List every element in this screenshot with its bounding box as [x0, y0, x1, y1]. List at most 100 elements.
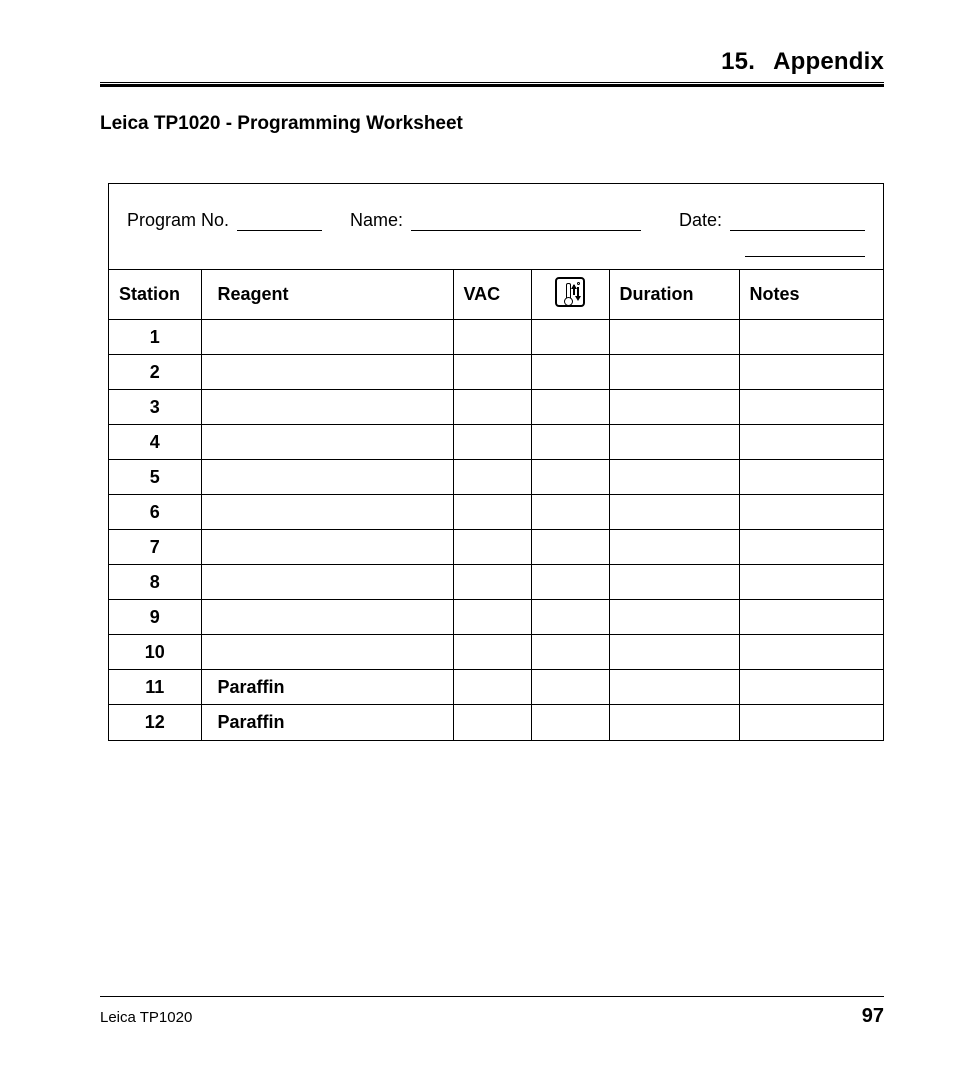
cell-vac[interactable]	[453, 705, 531, 740]
cell-vac[interactable]	[453, 635, 531, 670]
cell-notes[interactable]	[739, 565, 883, 600]
cell-station: 9	[109, 600, 201, 635]
cell-reagent[interactable]	[201, 355, 453, 390]
cell-vac[interactable]	[453, 425, 531, 460]
cell-notes[interactable]	[739, 600, 883, 635]
section-header: 15.Appendix	[100, 48, 884, 82]
cell-duration[interactable]	[609, 530, 739, 565]
cell-vac[interactable]	[453, 530, 531, 565]
col-reagent: Reagent	[201, 270, 453, 320]
name-blank[interactable]	[411, 217, 641, 231]
table-row: 10	[109, 635, 883, 670]
cell-icon[interactable]	[531, 355, 609, 390]
cell-vac[interactable]	[453, 460, 531, 495]
cell-vac[interactable]	[453, 320, 531, 355]
footer-product: Leica TP1020	[100, 1009, 192, 1026]
cell-notes[interactable]	[739, 355, 883, 390]
cell-icon[interactable]	[531, 600, 609, 635]
cell-duration[interactable]	[609, 460, 739, 495]
program-no-label: Program No.	[127, 210, 229, 231]
cell-icon[interactable]	[531, 390, 609, 425]
cell-station: 11	[109, 670, 201, 705]
cell-vac[interactable]	[453, 495, 531, 530]
cell-reagent[interactable]	[201, 600, 453, 635]
cell-station: 6	[109, 495, 201, 530]
cell-reagent[interactable]	[201, 530, 453, 565]
cell-reagent[interactable]	[201, 390, 453, 425]
cell-station: 10	[109, 635, 201, 670]
worksheet-table: Station Reagent VAC Duration Notes	[109, 269, 883, 740]
table-row: 4	[109, 425, 883, 460]
table-row: 11Paraffin	[109, 670, 883, 705]
cell-notes[interactable]	[739, 670, 883, 705]
footer-rule	[100, 996, 884, 997]
cell-icon[interactable]	[531, 530, 609, 565]
col-duration: Duration	[609, 270, 739, 320]
table-row: 2	[109, 355, 883, 390]
cell-reagent: Paraffin	[201, 705, 453, 740]
cell-station: 3	[109, 390, 201, 425]
col-notes: Notes	[739, 270, 883, 320]
cell-icon[interactable]	[531, 670, 609, 705]
table-row: 5	[109, 460, 883, 495]
cell-station: 1	[109, 320, 201, 355]
cell-icon[interactable]	[531, 565, 609, 600]
header-rule	[100, 82, 884, 87]
cell-duration[interactable]	[609, 565, 739, 600]
date-field: Date:	[679, 210, 865, 231]
cell-duration[interactable]	[609, 425, 739, 460]
cell-duration[interactable]	[609, 320, 739, 355]
cell-icon[interactable]	[531, 460, 609, 495]
cell-notes[interactable]	[739, 705, 883, 740]
cell-vac[interactable]	[453, 600, 531, 635]
cell-duration[interactable]	[609, 355, 739, 390]
cell-notes[interactable]	[739, 460, 883, 495]
cell-duration[interactable]	[609, 635, 739, 670]
section-title: Appendix	[773, 48, 884, 75]
cell-reagent[interactable]	[201, 495, 453, 530]
cell-vac[interactable]	[453, 670, 531, 705]
cell-notes[interactable]	[739, 495, 883, 530]
cell-notes[interactable]	[739, 320, 883, 355]
cell-duration[interactable]	[609, 670, 739, 705]
cell-notes[interactable]	[739, 530, 883, 565]
table-row: 9	[109, 600, 883, 635]
cell-reagent[interactable]	[201, 320, 453, 355]
page-footer: Leica TP1020 97	[100, 996, 884, 1028]
table-row: 7	[109, 530, 883, 565]
cell-reagent[interactable]	[201, 425, 453, 460]
cell-notes[interactable]	[739, 425, 883, 460]
cell-icon[interactable]	[531, 705, 609, 740]
col-station: Station	[109, 270, 201, 320]
worksheet-title: Leica TP1020 - Programming Worksheet	[100, 113, 884, 135]
cell-notes[interactable]	[739, 635, 883, 670]
cell-duration[interactable]	[609, 600, 739, 635]
col-icon	[531, 270, 609, 320]
program-no-blank[interactable]	[237, 217, 322, 231]
table-row: 12Paraffin	[109, 705, 883, 740]
cell-vac[interactable]	[453, 565, 531, 600]
extra-blank-row	[109, 241, 883, 269]
cell-icon[interactable]	[531, 495, 609, 530]
table-row: 3	[109, 390, 883, 425]
cell-station: 4	[109, 425, 201, 460]
cell-reagent[interactable]	[201, 460, 453, 495]
table-header-row: Station Reagent VAC Duration Notes	[109, 270, 883, 320]
cell-reagent[interactable]	[201, 635, 453, 670]
cell-duration[interactable]	[609, 705, 739, 740]
cell-reagent[interactable]	[201, 565, 453, 600]
name-label: Name:	[350, 210, 403, 231]
cell-vac[interactable]	[453, 390, 531, 425]
extra-blank[interactable]	[745, 241, 865, 257]
cell-station: 7	[109, 530, 201, 565]
name-field: Name:	[350, 210, 641, 231]
cell-icon[interactable]	[531, 635, 609, 670]
cell-notes[interactable]	[739, 390, 883, 425]
cell-duration[interactable]	[609, 390, 739, 425]
cell-icon[interactable]	[531, 320, 609, 355]
cell-icon[interactable]	[531, 425, 609, 460]
cell-station: 12	[109, 705, 201, 740]
cell-duration[interactable]	[609, 495, 739, 530]
date-blank[interactable]	[730, 217, 865, 231]
cell-vac[interactable]	[453, 355, 531, 390]
